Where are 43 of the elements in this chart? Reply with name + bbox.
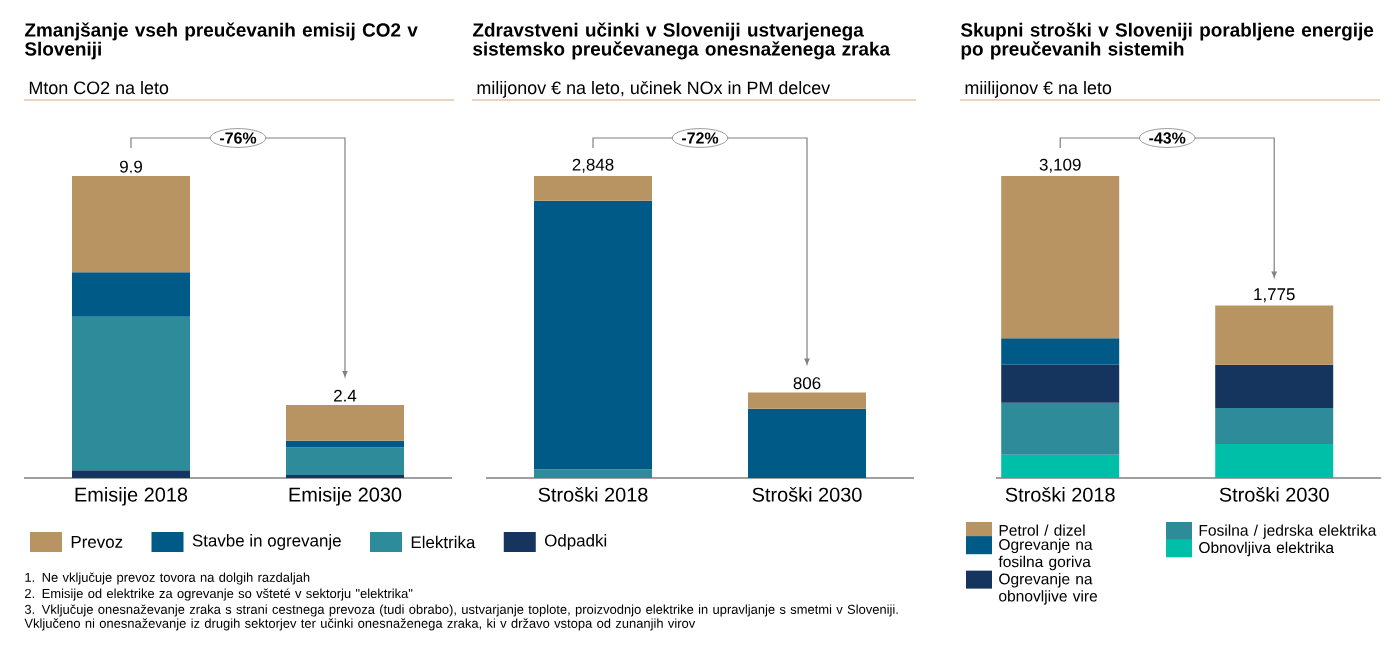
bar [1001,402,1120,455]
legend-label: Odpadki [544,534,607,550]
bar [1001,364,1120,403]
bar [534,200,653,470]
annotation: 1,775 [1254,288,1295,303]
chart-subtitle: miilijonov € na leto [965,80,1112,98]
x-tick-label: Stroški 2018 [538,487,648,502]
chart-title: Zdravstveni učinki v Sloveniji ustvarjenega sistemsko preučevanega onesnaženega zraka [472,22,891,60]
bar [1215,305,1334,365]
x-tick-label: Stroški 2030 [1219,487,1329,502]
bar [72,316,190,471]
bar [1001,338,1120,365]
bar [1215,407,1334,444]
x-tick-label: Stroški 2018 [1005,487,1115,502]
chart-subtitle: milijonov € na leto, učinek NOx in PM delcev [477,80,831,98]
annotation: 2.4 [334,389,357,402]
bar [72,272,190,317]
bar [286,404,404,441]
annotation: 9.9 [120,160,142,173]
x-tick-label: Emisije 2030 [289,487,402,506]
annotation: 806 [793,377,821,390]
bar [72,470,190,478]
legend-label: Stavbe in ogrevanje [192,534,341,550]
chart-title: Zmanjšanje vseh preučevanih emisij CO2 v Sloveniji [24,22,418,60]
legend-label: Prevoz [71,536,123,548]
bar [286,440,404,448]
bar [1215,364,1334,408]
bar [534,176,653,201]
bar [1215,443,1334,478]
x-tick-label: Emisije 2018 [75,487,188,506]
bar [534,469,653,478]
bar [748,408,867,478]
bar [72,176,190,273]
bar [286,447,404,475]
chart-subtitle: Mton CO2 na leto [29,80,169,95]
bar [1001,454,1120,478]
chart-title: Skupni stroški v Sloveniji porabljene energije po preučevanih sistemih [960,22,1374,60]
annotation: 2,848 [572,158,614,173]
x-tick-label: Stroški 2030 [752,487,862,502]
legend-label: Elektrika [411,535,476,549]
bar [748,392,867,409]
annotation: 3,109 [1039,158,1081,173]
bar [1001,176,1120,339]
